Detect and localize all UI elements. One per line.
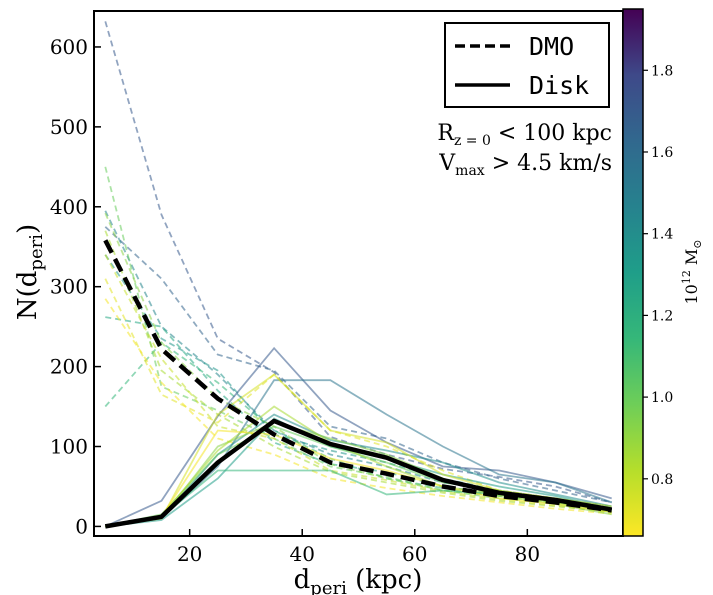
y-tick-label: 400 bbox=[50, 195, 88, 219]
mean-disk-line bbox=[104, 418, 613, 529]
dmo-line-10 bbox=[104, 254, 612, 513]
disk-line-3 bbox=[105, 413, 612, 528]
legend-disk-label: Disk bbox=[529, 71, 589, 100]
annotation-vmax-cut: Vmax > 4.5 km/s bbox=[438, 151, 612, 179]
x-tick-label: 40 bbox=[289, 542, 314, 566]
legend-box bbox=[444, 22, 610, 108]
mean-dmo-line bbox=[103, 239, 613, 513]
colorbar-tick-label: 1.2 bbox=[651, 308, 673, 324]
dmo-line-1 bbox=[104, 21, 612, 504]
disk-line-8 bbox=[105, 405, 612, 528]
dmo-line-8 bbox=[104, 212, 612, 513]
y-tick-label: 100 bbox=[50, 435, 88, 459]
dmo-line-7 bbox=[104, 166, 612, 512]
y-axis-ticks: 0 100 200 300 400 500 600 bbox=[50, 35, 101, 538]
colorbar-tick-label: 1.6 bbox=[651, 145, 673, 161]
colorbar-tick-label: 0.8 bbox=[651, 472, 673, 488]
colorbar-tick-label: 1.4 bbox=[651, 227, 673, 243]
dmo-line-3 bbox=[104, 210, 612, 508]
x-axis-ticks: 20 40 60 80 bbox=[177, 529, 540, 566]
annotation-radius-cut: Rz = 0 < 100 kpc bbox=[437, 121, 612, 149]
mean-lines bbox=[103, 239, 613, 529]
disk-line-6 bbox=[105, 425, 612, 528]
colorbar: 0.8 1.0 1.2 1.4 1.6 1.8 1012 M⊙ bbox=[622, 8, 704, 537]
colorbar-gradient bbox=[622, 8, 644, 537]
x-axis-label: dperi (kpc) bbox=[294, 565, 423, 595]
y-tick-label: 0 bbox=[75, 514, 88, 538]
y-tick-label: 500 bbox=[50, 115, 88, 139]
dmo-line-12 bbox=[104, 298, 612, 515]
colorbar-tick-label: 1.8 bbox=[651, 63, 673, 79]
x-tick-label: 80 bbox=[515, 542, 540, 566]
colorbar-ticks: 0.8 1.0 1.2 1.4 1.6 1.8 bbox=[643, 63, 673, 488]
colorbar-label: 1012 M⊙ bbox=[680, 239, 704, 304]
y-tick-label: 300 bbox=[50, 275, 88, 299]
dmo-line-2 bbox=[104, 226, 612, 504]
y-axis-label: N(dperi) bbox=[13, 224, 47, 320]
x-tick-label: 60 bbox=[402, 542, 427, 566]
dmo-line-11 bbox=[104, 278, 612, 510]
legend-dmo-label: DMO bbox=[529, 32, 574, 61]
colorbar-tick-label: 1.0 bbox=[651, 390, 673, 406]
legend: DMO Disk bbox=[444, 22, 610, 108]
disk-line-1 bbox=[104, 346, 612, 528]
y-tick-label: 600 bbox=[50, 35, 88, 59]
x-tick-label: 20 bbox=[177, 542, 202, 566]
y-tick-label: 200 bbox=[50, 355, 88, 379]
